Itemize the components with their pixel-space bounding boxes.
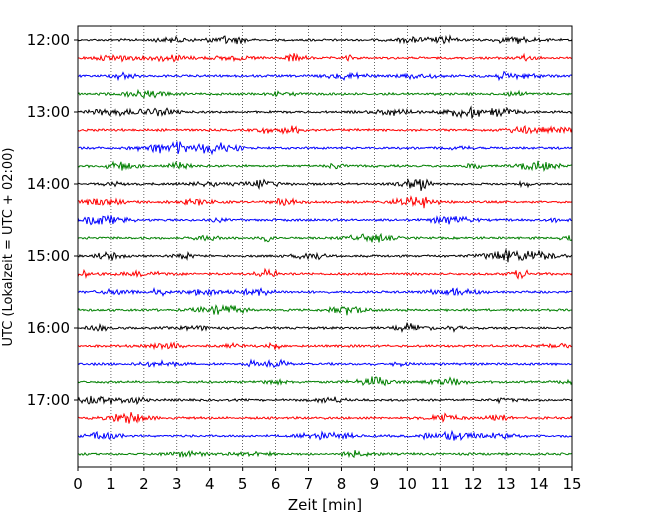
trace-1400 bbox=[77, 177, 573, 191]
x-tick-label: 15 bbox=[562, 475, 581, 493]
y-tick-label: 14:00 bbox=[27, 175, 70, 193]
trace-1330 bbox=[77, 141, 573, 156]
trace-1345 bbox=[77, 160, 573, 173]
x-tick-label: 4 bbox=[205, 475, 215, 493]
trace-1515 bbox=[77, 267, 573, 280]
x-tick-label: 9 bbox=[370, 475, 380, 493]
trace-1245 bbox=[77, 88, 573, 99]
x-tick-label: 11 bbox=[431, 475, 450, 493]
trace-1200 bbox=[77, 34, 573, 45]
x-tick-label: 13 bbox=[497, 475, 516, 493]
trace-1315 bbox=[77, 125, 573, 135]
y-tick-label: 13:00 bbox=[27, 103, 70, 121]
trace-1445 bbox=[77, 232, 573, 243]
x-tick-label: 12 bbox=[464, 475, 483, 493]
x-tick-label: 14 bbox=[530, 475, 549, 493]
y-tick-label: 15:00 bbox=[27, 247, 70, 265]
y-axis-label: UTC (Lokalzeit = UTC + 02:00) bbox=[1, 148, 16, 347]
x-tick-label: 6 bbox=[271, 475, 281, 493]
x-axis: 0 1 2 3 4 5 6 7 8 9 10 11 12 13 14 15 bbox=[73, 467, 582, 493]
y-tick-label: 16:00 bbox=[27, 319, 70, 337]
trace-1715 bbox=[77, 412, 573, 424]
trace-1630 bbox=[77, 358, 573, 369]
trace-1530 bbox=[77, 286, 573, 297]
seismic-traces bbox=[77, 34, 573, 459]
trace-1615 bbox=[77, 341, 573, 351]
y-tick-label: 17:00 bbox=[27, 391, 70, 409]
trace-1230 bbox=[77, 70, 573, 82]
x-tick-label: 1 bbox=[106, 475, 116, 493]
trace-1430 bbox=[77, 214, 573, 226]
trace-1600 bbox=[77, 322, 573, 334]
x-tick-label: 2 bbox=[139, 475, 149, 493]
y-tick-label: 12:00 bbox=[27, 31, 70, 49]
y-axis: 12:00 13:00 14:00 15:00 16:00 17:00 bbox=[27, 31, 78, 409]
x-tick-label: 0 bbox=[73, 475, 83, 493]
x-tick-label: 5 bbox=[238, 475, 248, 493]
x-tick-label: 10 bbox=[398, 475, 417, 493]
x-tick-label: 7 bbox=[304, 475, 314, 493]
trace-1645 bbox=[77, 376, 573, 387]
plot-frame bbox=[77, 25, 573, 468]
trace-1700 bbox=[77, 395, 573, 406]
x-tick-label: 8 bbox=[337, 475, 347, 493]
trace-1545 bbox=[77, 304, 573, 316]
trace-1300 bbox=[77, 105, 573, 119]
trace-1215 bbox=[77, 52, 573, 63]
trace-1500 bbox=[77, 247, 573, 263]
trace-1730 bbox=[77, 429, 573, 442]
trace-1745 bbox=[77, 449, 573, 459]
x-axis-label: Zeit [min] bbox=[288, 496, 362, 514]
trace-1415 bbox=[77, 195, 573, 209]
x-tick-label: 3 bbox=[172, 475, 182, 493]
